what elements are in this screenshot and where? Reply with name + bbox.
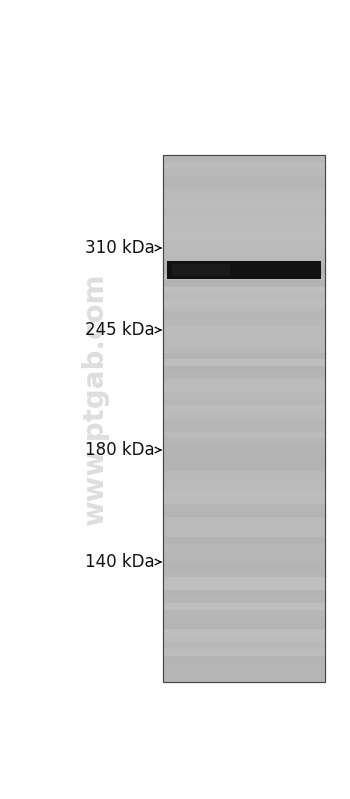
Bar [163,372,325,380]
Bar [163,451,325,459]
Bar [163,570,325,577]
Bar [163,537,325,544]
Bar [163,425,325,432]
Bar [163,616,325,623]
Bar [163,445,325,452]
Bar [163,273,325,280]
Bar [163,458,325,465]
Bar [163,280,325,288]
Bar [172,264,230,276]
Bar [163,307,325,313]
Bar [163,168,325,175]
Bar [163,563,325,570]
Bar [163,577,325,584]
Bar [163,419,325,426]
Bar [163,511,325,518]
Bar [163,221,325,228]
Bar [163,155,325,162]
Bar [163,484,325,491]
Bar [163,543,325,551]
Bar [163,366,325,373]
Bar [163,551,325,558]
Bar [163,636,325,643]
Bar [163,491,325,498]
Bar [163,630,325,636]
Bar [163,340,325,347]
Bar [163,392,325,400]
Bar [163,346,325,353]
Bar [163,326,325,333]
Bar [163,439,325,445]
Text: 245 kDa: 245 kDa [85,321,155,339]
Bar [163,386,325,392]
Bar [163,498,325,505]
Bar [163,201,325,209]
Text: 140 kDa: 140 kDa [85,553,155,571]
Bar [163,464,325,471]
Bar [163,379,325,386]
Bar [163,287,325,294]
Bar [163,596,325,603]
Bar [163,662,325,670]
Bar [163,399,325,406]
Bar [163,155,325,682]
Bar [163,181,325,189]
Bar [163,478,325,485]
Bar [163,622,325,630]
Bar [163,517,325,524]
Bar [167,261,321,279]
Bar [163,524,325,531]
Bar [163,405,325,412]
Bar [163,333,325,340]
Bar [163,155,325,682]
Bar [163,300,325,307]
Text: www.ptgab.com: www.ptgab.com [81,274,109,527]
Bar [163,267,325,274]
Bar [163,431,325,439]
Text: 180 kDa: 180 kDa [85,441,155,459]
Bar [163,214,325,221]
Bar [163,247,325,254]
Bar [163,471,325,479]
Bar [163,412,325,419]
Bar [163,675,325,682]
Bar [163,161,325,169]
Bar [163,293,325,300]
Bar [163,610,325,617]
Bar [163,360,325,366]
Bar [163,188,325,195]
Bar [163,649,325,656]
Bar [163,531,325,538]
Bar [163,590,325,597]
Bar [163,320,325,327]
Bar [163,228,325,235]
Bar [163,175,325,182]
Bar [163,234,325,241]
Text: 310 kDa: 310 kDa [85,239,155,257]
Bar [163,603,325,610]
Bar [163,504,325,511]
Bar [163,583,325,590]
Bar [163,557,325,564]
Bar [163,642,325,650]
Bar [163,669,325,676]
Bar [163,260,325,268]
Bar [163,208,325,215]
Bar [163,194,325,201]
Bar [163,352,325,360]
Bar [163,254,325,261]
Bar [163,240,325,248]
Bar [163,656,325,662]
Bar [163,313,325,320]
